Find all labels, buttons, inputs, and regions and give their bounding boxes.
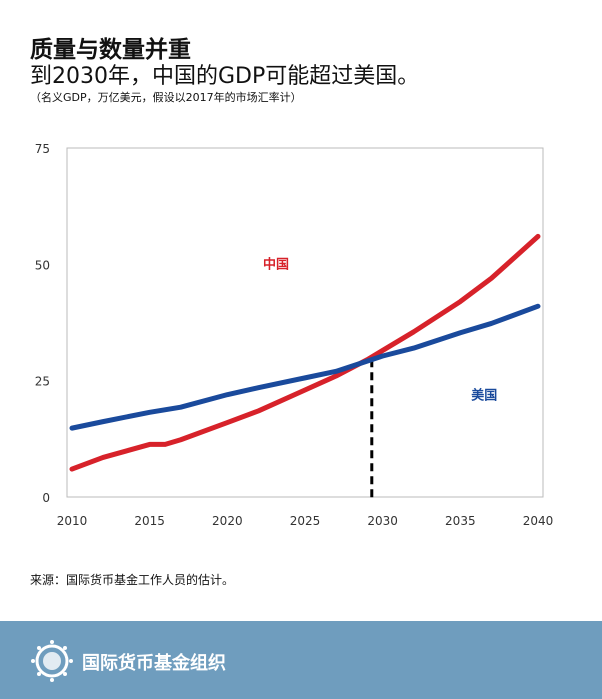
y-tick-label: 25 — [35, 375, 50, 389]
line-chart: 0 25 50 75 2010 2015 2020 2025 2030 2035 2040 中国 美… — [35, 142, 554, 528]
y-tick-label: 75 — [35, 142, 50, 156]
chart-note: （名义GDP，万亿美元，假设以2017年的市场汇率计） — [30, 91, 302, 104]
x-tick-label: 2010 — [57, 514, 88, 528]
usa-series-line — [69, 303, 541, 431]
chart-title: 质量与数量并重 — [30, 36, 191, 63]
chart-subtitle: 到2030年，中国的GDP可能超过美国。 — [30, 64, 420, 89]
y-tick-label: 50 — [35, 258, 50, 272]
y-tick-label: 0 — [42, 491, 50, 505]
china-series-line — [69, 233, 541, 472]
x-tick-label: 2040 — [523, 514, 554, 528]
imf-logo-icon — [31, 640, 73, 682]
x-tick-label: 2025 — [290, 514, 321, 528]
x-tick-label: 2030 — [367, 514, 398, 528]
x-tick-label: 2035 — [445, 514, 476, 528]
source-note: 来源：国际货币基金工作人员的估计。 — [30, 573, 235, 587]
plot-frame — [66, 147, 544, 498]
org-name: 国际货币基金组织 — [82, 653, 226, 674]
series-label-china: 中国 — [263, 256, 289, 272]
x-tick-label: 2020 — [212, 514, 243, 528]
x-tick-label: 2015 — [134, 514, 165, 528]
series-label-usa: 美国 — [471, 388, 497, 404]
footer-banner: 国际货币基金组织 — [0, 621, 602, 699]
